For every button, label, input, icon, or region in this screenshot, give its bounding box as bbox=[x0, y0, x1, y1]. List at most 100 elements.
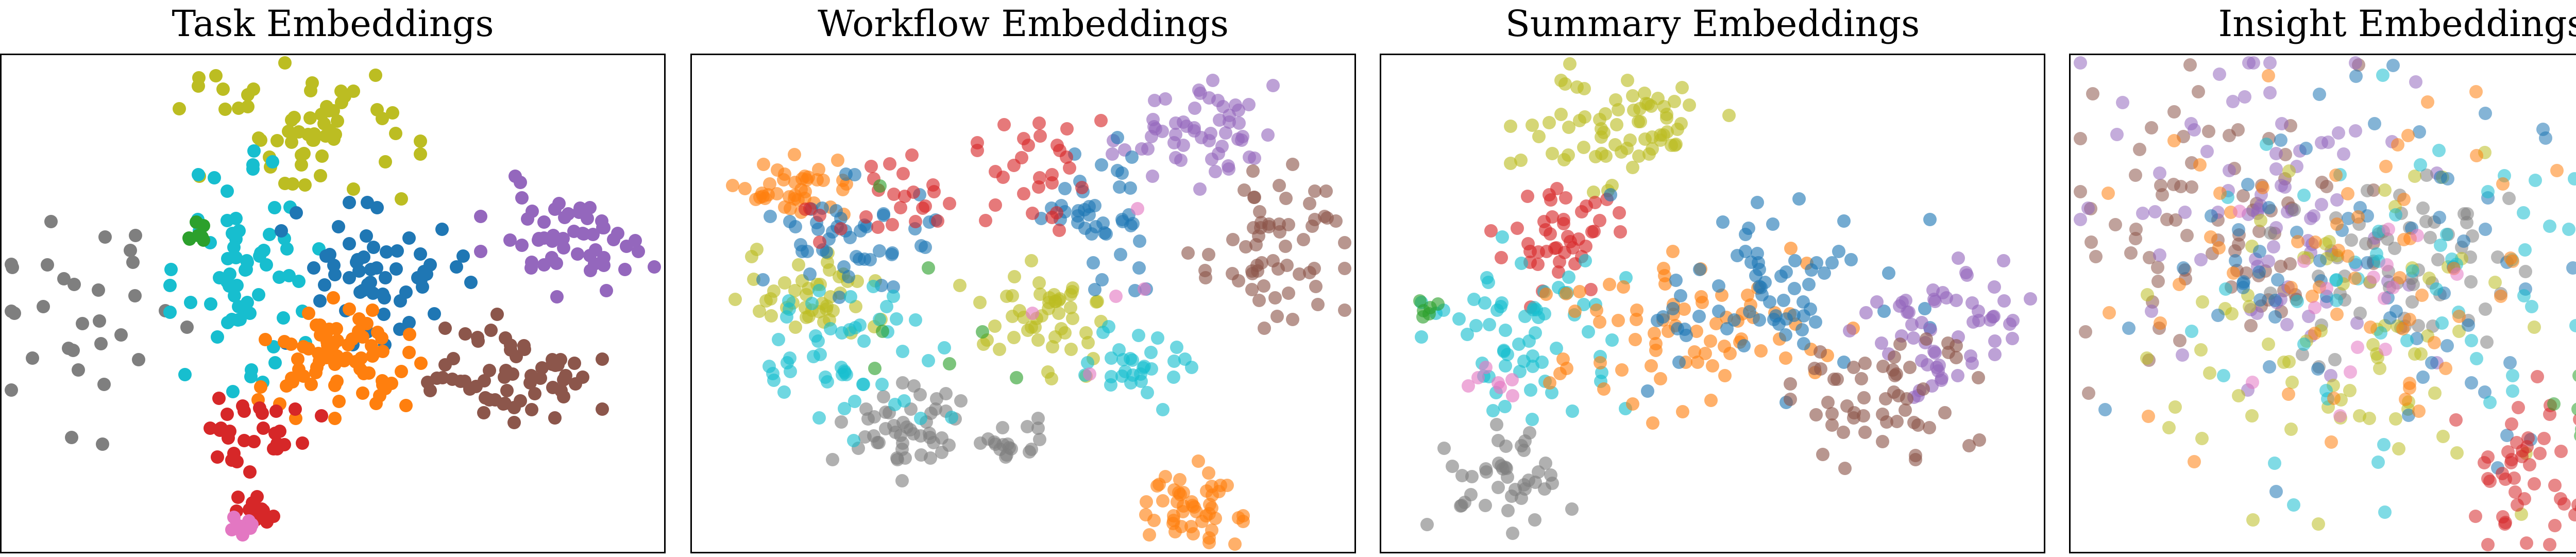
scatter-point bbox=[1847, 411, 1861, 425]
scatter-point bbox=[2371, 224, 2385, 238]
scatter-point bbox=[1832, 244, 1846, 258]
scatter-point bbox=[1167, 483, 1181, 497]
scatter-point bbox=[852, 252, 866, 266]
scatter-point bbox=[1506, 526, 1520, 540]
scatter-point bbox=[411, 271, 425, 285]
scatter-point bbox=[1769, 309, 1783, 323]
scatter-point bbox=[944, 410, 958, 424]
scatter-point bbox=[62, 342, 76, 356]
scatter-point bbox=[2468, 510, 2482, 524]
scatter-point bbox=[306, 133, 319, 147]
scatter-point bbox=[2504, 417, 2518, 431]
scatter-point bbox=[1919, 332, 1933, 346]
scatter-point bbox=[1000, 289, 1014, 303]
scatter-point bbox=[366, 303, 379, 317]
scatter-point bbox=[2524, 299, 2538, 313]
scatter-point bbox=[1088, 198, 1101, 212]
scatter-layer-insight bbox=[2071, 55, 2576, 552]
scatter-point bbox=[896, 376, 910, 390]
scatter-point bbox=[1935, 373, 1948, 387]
scatter-point bbox=[2268, 457, 2282, 470]
scatter-point bbox=[128, 228, 142, 242]
scatter-point bbox=[2414, 347, 2428, 361]
scatter-point bbox=[287, 111, 301, 124]
scatter-point bbox=[192, 170, 206, 183]
scatter-point bbox=[1303, 196, 1317, 210]
scatter-point bbox=[763, 210, 777, 224]
scatter-point bbox=[2521, 431, 2535, 445]
scatter-point bbox=[1854, 372, 1868, 386]
scatter-point bbox=[2496, 510, 2510, 524]
scatter-point bbox=[1211, 147, 1225, 161]
scatter-point bbox=[647, 260, 661, 274]
scatter-point bbox=[813, 348, 827, 362]
scatter-point bbox=[1167, 513, 1181, 527]
scatter-point bbox=[2320, 392, 2334, 406]
scatter-point bbox=[345, 332, 359, 346]
scatter-point bbox=[782, 302, 796, 316]
scatter-point bbox=[2293, 144, 2307, 158]
scatter-point bbox=[863, 252, 877, 266]
scatter-point bbox=[2140, 288, 2154, 301]
scatter-point bbox=[2172, 278, 2186, 292]
scatter-point bbox=[1467, 293, 1481, 307]
scatter-point bbox=[2262, 200, 2276, 214]
scatter-point bbox=[844, 290, 858, 303]
scatter-point bbox=[1184, 519, 1198, 533]
scatter-point bbox=[423, 384, 437, 398]
scatter-point bbox=[436, 370, 450, 384]
scatter-point bbox=[2398, 311, 2412, 325]
scatter-point bbox=[316, 350, 330, 364]
scatter-point bbox=[1053, 224, 1066, 238]
scatter-point bbox=[822, 232, 836, 246]
scatter-point bbox=[2441, 339, 2454, 352]
scatter-point bbox=[44, 214, 58, 228]
scatter-point bbox=[270, 436, 284, 450]
scatter-point bbox=[221, 316, 235, 330]
scatter-point bbox=[2420, 168, 2434, 182]
scatter-point bbox=[1535, 356, 1549, 369]
scatter-point bbox=[1580, 199, 1594, 213]
scatter-point bbox=[2404, 271, 2418, 285]
scatter-point bbox=[2074, 184, 2088, 198]
scatter-point bbox=[327, 104, 341, 117]
scatter-point bbox=[549, 359, 563, 373]
scatter-point bbox=[1176, 115, 1190, 129]
scatter-point bbox=[821, 246, 835, 260]
scatter-point bbox=[2269, 162, 2283, 176]
scatter-point bbox=[1205, 480, 1219, 494]
scatter-point bbox=[1226, 233, 1240, 247]
scatter-point bbox=[1469, 319, 1483, 333]
scatter-point bbox=[2519, 265, 2532, 278]
scatter-point bbox=[233, 313, 247, 326]
scatter-point bbox=[877, 209, 891, 223]
scatter-point bbox=[2481, 185, 2495, 198]
scatter-point bbox=[2429, 282, 2443, 296]
scatter-point bbox=[2226, 266, 2240, 280]
scatter-point bbox=[786, 296, 800, 310]
scatter-point bbox=[756, 273, 770, 286]
scatter-point bbox=[2465, 229, 2479, 243]
scatter-point bbox=[2252, 265, 2266, 279]
scatter-point bbox=[1758, 275, 1772, 289]
scatter-point bbox=[1138, 282, 1151, 296]
panel-insight-embeddings: Insight Embeddings bbox=[2069, 0, 2576, 557]
scatter-point bbox=[903, 423, 917, 436]
scatter-point bbox=[159, 303, 173, 317]
scatter-point bbox=[2110, 127, 2124, 141]
scatter-point bbox=[66, 344, 80, 358]
scatter-point bbox=[1202, 466, 1215, 480]
scatter-point bbox=[546, 229, 560, 243]
scatter-point bbox=[416, 280, 429, 294]
scatter-point bbox=[1150, 331, 1164, 345]
scatter-point bbox=[1133, 234, 1147, 248]
scatter-point bbox=[2341, 249, 2354, 263]
scatter-point bbox=[246, 158, 260, 172]
scatter-point bbox=[975, 325, 989, 339]
scatter-point bbox=[2557, 497, 2571, 511]
scatter-point bbox=[1169, 128, 1183, 142]
scatter-point bbox=[2568, 172, 2576, 185]
scatter-point bbox=[182, 231, 196, 245]
scatter-point bbox=[1033, 129, 1047, 143]
scatter-point bbox=[2251, 268, 2265, 282]
